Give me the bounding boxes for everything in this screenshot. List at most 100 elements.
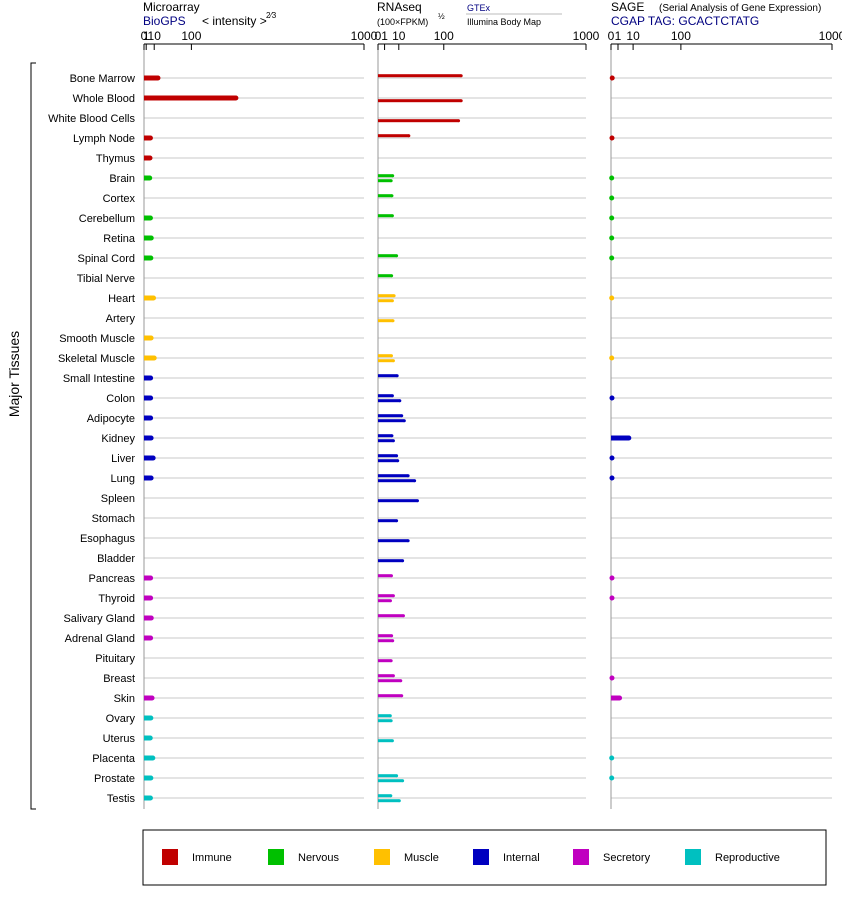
category-label: Esophagus <box>80 533 136 545</box>
bodymap-bar <box>378 439 394 443</box>
sage-bar-cap <box>609 455 615 461</box>
microarray-bar <box>144 435 152 441</box>
bodymap-bar <box>378 639 393 643</box>
microarray-bar <box>144 395 151 401</box>
bodymap-bar <box>378 719 392 723</box>
category-label: Stomach <box>92 513 135 525</box>
y-axis-label: Major Tissues <box>6 331 22 417</box>
rna-tick-label: 1 <box>381 29 388 43</box>
bodymap-bar-cap <box>391 319 395 323</box>
bodymap-bar-cap <box>398 399 402 403</box>
microarray-bar <box>144 635 151 641</box>
rnaseq-unit: (100×FPKM) <box>377 17 428 27</box>
microarray-bar <box>144 355 155 361</box>
legend-label-secretory: Secretory <box>603 852 651 864</box>
gtex-bar <box>378 794 391 798</box>
gtex-source-label: GTEx <box>467 3 491 13</box>
bodymap-bar-cap <box>390 739 394 743</box>
category-label: Spinal Cord <box>78 253 135 265</box>
sage-bar-cap <box>609 195 615 201</box>
category-label: Pituitary <box>95 653 135 665</box>
microarray-bar <box>144 95 236 101</box>
microarray-bar <box>144 215 151 221</box>
category-label: Adrenal Gland <box>65 633 135 645</box>
sage-bar-cap <box>609 215 615 221</box>
y-axis-bracket <box>30 62 36 810</box>
bodymap-bar <box>378 399 400 403</box>
gtex-bar-cap <box>406 474 410 478</box>
microarray-bar <box>144 595 151 601</box>
category-label: Uterus <box>103 733 136 745</box>
bodymap-bar-cap <box>396 459 400 463</box>
sage-bar-cap <box>609 775 615 781</box>
gtex-bar <box>378 414 402 418</box>
category-label: Small Intestine <box>63 373 135 385</box>
bodymap-bar-cap <box>397 799 401 803</box>
gtex-bar <box>378 274 392 278</box>
microarray-bar-cap <box>148 615 154 621</box>
sage-bar-cap <box>609 575 615 581</box>
microarray-bar-cap <box>147 215 153 221</box>
category-label: Lung <box>111 473 135 485</box>
gtex-bar <box>378 134 409 138</box>
gtex-bar-cap <box>389 574 393 578</box>
microarray-bar-cap <box>148 475 154 481</box>
micro-tick-label: 1000 <box>351 29 378 43</box>
gtex-bar-cap <box>395 774 399 778</box>
rna-tick-label: 1000 <box>573 29 600 43</box>
microarray-bar <box>144 235 152 241</box>
category-label: Ovary <box>106 713 136 725</box>
gtex-bar <box>378 174 393 178</box>
microarray-bar-cap <box>149 695 155 701</box>
legend-label-nervous: Nervous <box>298 852 339 864</box>
microarray-bar-cap <box>148 335 154 341</box>
microarray-bar-cap <box>147 735 153 741</box>
gtex-bar-cap <box>389 354 393 358</box>
gtex-bar <box>378 694 402 698</box>
bodymap-bar <box>378 659 392 663</box>
category-label: Prostate <box>94 773 135 785</box>
gtex-bar-cap <box>401 614 405 618</box>
category-label: Lymph Node <box>73 133 135 145</box>
category-label: Brain <box>109 173 135 185</box>
bodymap-bar-cap <box>402 419 406 423</box>
category-label: Placenta <box>92 753 136 765</box>
legend-swatch-secretory <box>573 849 589 865</box>
bodymap-bar <box>378 539 409 543</box>
bodymap-source-label: Illumina Body Map <box>467 17 541 27</box>
microarray-unit-exponent: 2⁄3 <box>266 11 277 20</box>
gtex-bar-cap <box>400 414 404 418</box>
sage-bar-cap <box>609 255 615 261</box>
micro-tick-label: 0 <box>141 29 148 43</box>
gtex-bar <box>378 594 394 598</box>
bodymap-bar-cap <box>391 439 395 443</box>
gtex-bar-cap <box>390 434 394 438</box>
bodymap-bar <box>378 119 459 123</box>
bodymap-bar-cap <box>401 779 405 783</box>
bodymap-bar <box>378 779 403 783</box>
gtex-bar <box>378 614 404 618</box>
gtex-bar-cap <box>391 174 395 178</box>
bodymap-bar-cap <box>395 519 399 523</box>
microarray-bar-cap <box>147 795 153 801</box>
sage-bar-cap <box>609 135 615 141</box>
bodymap-bar-cap <box>399 679 403 683</box>
microarray-subtitle: BioGPS <box>143 14 186 28</box>
microarray-bar <box>144 375 151 381</box>
bodymap-bar-cap <box>459 99 463 103</box>
gtex-bar-cap <box>388 714 392 718</box>
legend-swatch-muscle <box>374 849 390 865</box>
sage-bar <box>611 695 620 701</box>
gtex-bar <box>378 434 392 438</box>
micro-tick-label: 10 <box>148 29 162 43</box>
gtex-bar <box>378 214 393 218</box>
microarray-bar <box>144 175 150 181</box>
sage-tick-label: 1 <box>615 29 622 43</box>
category-label: White Blood Cells <box>48 113 135 125</box>
legend-swatch-reproductive <box>685 849 701 865</box>
bodymap-bar <box>378 559 403 563</box>
gtex-bar <box>378 394 393 398</box>
microarray-bar <box>144 735 151 741</box>
microarray-bar-cap <box>148 255 154 261</box>
sage-bar-cap <box>609 675 615 681</box>
